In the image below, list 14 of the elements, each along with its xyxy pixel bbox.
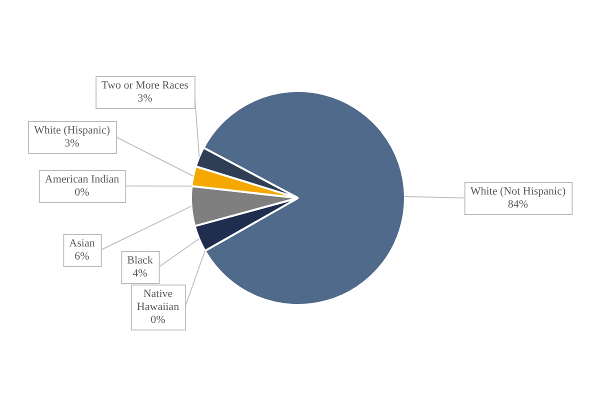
slice-label: Black [127,254,154,266]
slice-label: Two or More Races [102,79,188,92]
data-label: 6% [74,250,90,262]
category-label: Native Hawaiian [136,288,180,313]
text: 0% [150,314,166,326]
slice-label: White (Not Hispanic) [470,185,566,198]
data-label: 3% [138,92,152,104]
slice-label: White (Hispanic) [34,124,110,136]
data-label: 3% [64,137,80,150]
text: 0% [74,186,90,198]
category-label: American Indian [44,173,120,186]
data-label: 4% [132,267,148,280]
slice-label: Asian [69,237,96,250]
data-label: 84% [508,198,528,210]
